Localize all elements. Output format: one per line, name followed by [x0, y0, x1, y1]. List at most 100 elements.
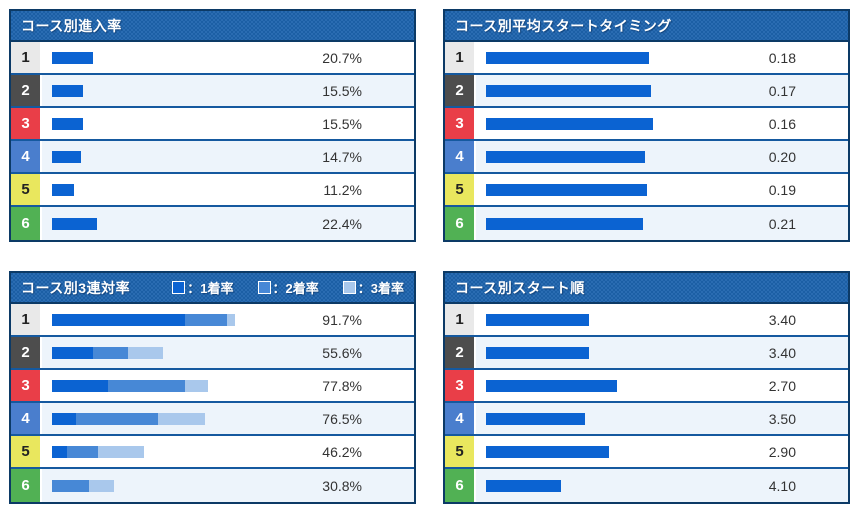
bar — [486, 117, 653, 130]
value-label: 2.70 — [768, 377, 796, 394]
bar-segment-3着率 — [157, 412, 205, 425]
row-body: 3.40 — [476, 304, 848, 335]
row-body: 4.10 — [476, 469, 848, 502]
course-row: 4 76.5% — [11, 403, 414, 436]
value-label: 14.7% — [322, 148, 362, 165]
bar-segment-3着率 — [98, 445, 145, 458]
bar — [486, 445, 609, 458]
row-body: 91.7% — [42, 304, 414, 335]
row-body: 11.2% — [42, 174, 414, 205]
bar-segment-1着率 — [52, 412, 76, 425]
course-row: 5 46.2% — [11, 436, 414, 469]
row-body: 22.4% — [42, 207, 414, 240]
bar-segment-3着率 — [128, 346, 164, 359]
legend-swatch-2nd-icon — [257, 281, 271, 294]
row-body: 3.40 — [476, 337, 848, 368]
row-body: 0.19 — [476, 174, 848, 205]
value-label: 55.6% — [322, 344, 362, 361]
course-number-badge: 4 — [445, 141, 476, 172]
course-number-badge: 2 — [11, 75, 42, 106]
bar — [52, 150, 82, 163]
course-row: 2 0.17 — [445, 75, 848, 108]
row-body: 0.18 — [476, 42, 848, 73]
panel-header: コース別進入率 — [11, 11, 414, 42]
course-row: 3 15.5% — [11, 108, 414, 141]
bar — [486, 412, 585, 425]
bar-segment-1着率 — [52, 346, 94, 359]
row-body: 46.2% — [42, 436, 414, 467]
value-label: 77.8% — [322, 377, 362, 394]
panel-top3-finish-rate: コース別3連対率 ：1着率 ：2着率 ：3着率 1 91.7% 2 55.6% 3 77.… — [9, 271, 416, 504]
legend-label: ：1着率 — [187, 281, 234, 296]
course-row: 2 55.6% — [11, 337, 414, 370]
course-number-badge: 5 — [11, 436, 42, 467]
course-number-badge: 4 — [11, 403, 42, 434]
bar — [486, 51, 649, 64]
row-body: 20.7% — [42, 42, 414, 73]
bar — [486, 183, 647, 196]
course-row: 3 0.16 — [445, 108, 848, 141]
course-rows: 1 91.7% 2 55.6% 3 77.8% 4 76.5% 5 46.2% 6 30.8% — [11, 304, 414, 502]
course-number-badge: 3 — [11, 108, 42, 139]
value-label: 91.7% — [322, 311, 362, 328]
value-label: 2.90 — [768, 443, 796, 460]
course-row: 3 2.70 — [445, 370, 848, 403]
row-body: 55.6% — [42, 337, 414, 368]
course-rows: 1 0.18 2 0.17 3 0.16 4 0.20 5 0.19 6 0.21 — [445, 42, 848, 240]
row-body: 77.8% — [42, 370, 414, 401]
panel-header: コース別3連対率 ：1着率 ：2着率 ：3着率 — [11, 273, 414, 304]
panel-avg-start-timing: コース別平均スタートタイミング 1 0.18 2 0.17 3 0.16 4 0.20 5 0.1… — [443, 9, 850, 242]
bar — [486, 346, 589, 359]
stacked-bar — [52, 379, 208, 392]
bar-segment-3着率 — [185, 379, 208, 392]
course-row: 1 91.7% — [11, 304, 414, 337]
course-row: 1 20.7% — [11, 42, 414, 75]
panel-header: コース別平均スタートタイミング — [445, 11, 848, 42]
value-label: 3.40 — [768, 311, 796, 328]
row-body: 0.21 — [476, 207, 848, 240]
stacked-bar — [52, 479, 114, 492]
value-label: 3.40 — [768, 344, 796, 361]
row-body: 2.70 — [476, 370, 848, 401]
course-row: 5 11.2% — [11, 174, 414, 207]
course-row: 6 0.21 — [445, 207, 848, 240]
course-row: 1 0.18 — [445, 42, 848, 75]
row-body: 30.8% — [42, 469, 414, 502]
legend-item-1st: ：1着率 — [172, 278, 234, 297]
bar-segment-3着率 — [89, 479, 114, 492]
course-row: 6 30.8% — [11, 469, 414, 502]
value-label: 0.18 — [768, 49, 796, 66]
bar-segment-2着率 — [93, 346, 129, 359]
value-label: 0.20 — [768, 148, 796, 165]
course-row: 3 77.8% — [11, 370, 414, 403]
course-number-badge: 4 — [11, 141, 42, 172]
stacked-bar — [52, 346, 164, 359]
legend-item-3rd: ：3着率 — [342, 278, 404, 297]
legend-label: ：2着率 — [272, 281, 319, 296]
course-number-badge: 6 — [11, 469, 42, 502]
bar — [52, 51, 94, 64]
panel-start-order: コース別スタート順 1 3.40 2 3.40 3 2.70 4 3.50 5 2.90 6 4.10 — [443, 271, 850, 504]
course-row: 4 3.50 — [445, 403, 848, 436]
course-number-badge: 3 — [445, 370, 476, 401]
bar — [486, 379, 617, 392]
row-body: 15.5% — [42, 75, 414, 106]
value-label: 3.50 — [768, 410, 796, 427]
value-label: 0.17 — [768, 82, 796, 99]
value-label: 0.16 — [768, 115, 796, 132]
value-label: 4.10 — [768, 477, 796, 494]
course-number-badge: 2 — [445, 75, 476, 106]
panel-title: コース別平均スタートタイミング — [455, 17, 672, 34]
course-number-badge: 4 — [445, 403, 476, 434]
course-row: 6 4.10 — [445, 469, 848, 502]
course-number-badge: 2 — [445, 337, 476, 368]
row-body: 0.16 — [476, 108, 848, 139]
value-label: 11.2% — [323, 181, 362, 198]
bar — [52, 217, 97, 230]
legend-item-2nd: ：2着率 — [257, 278, 319, 297]
row-body: 2.90 — [476, 436, 848, 467]
course-number-badge: 1 — [445, 304, 476, 335]
bar-segment-1着率 — [52, 379, 108, 392]
course-row: 4 14.7% — [11, 141, 414, 174]
row-body: 0.20 — [476, 141, 848, 172]
